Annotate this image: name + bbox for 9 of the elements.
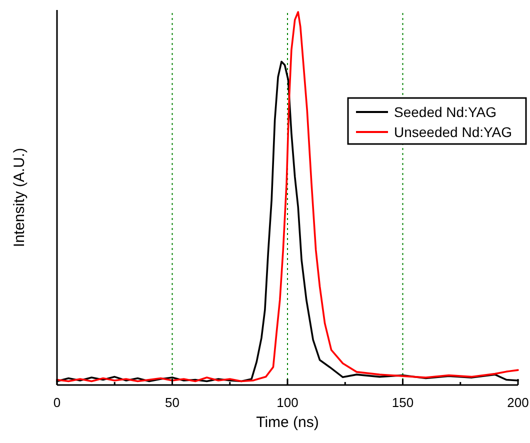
x-tick-label: 0 [53, 395, 61, 410]
x-tick-label: 50 [165, 395, 180, 410]
x-axis-title: Time (ns) [256, 414, 319, 431]
x-tick-label: 150 [392, 395, 414, 410]
x-tick-label: 200 [507, 395, 529, 410]
y-axis-title: Intensity (A.U.) [11, 148, 28, 248]
x-tick-label: 100 [276, 395, 298, 410]
legend-label: Seeded Nd:YAG [394, 104, 496, 120]
legend-label: Unseeded Nd:YAG [394, 124, 512, 140]
